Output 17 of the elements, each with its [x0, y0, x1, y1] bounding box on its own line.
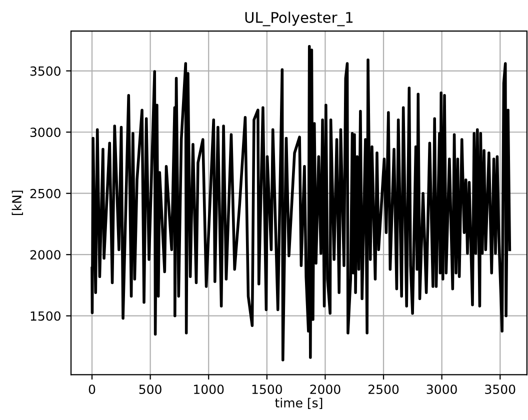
chart-title: UL_Polyester_1 [245, 12, 353, 26]
x-tick-label: 2500 [368, 384, 399, 394]
y-axis-title: [kN] [12, 190, 23, 215]
y-tick-label: 2000 [30, 250, 60, 260]
y-tick-label: 3500 [30, 66, 60, 76]
y-tick-label: 1500 [30, 311, 60, 321]
y-tick-label: 3000 [30, 128, 60, 138]
x-tick-label: 1500 [252, 384, 282, 394]
line-series [90, 45, 512, 362]
x-tick-label: 3500 [485, 384, 516, 394]
x-tick-label: 1000 [194, 384, 224, 394]
x-tick-label: 3000 [426, 384, 457, 394]
x-tick-label: 0 [88, 384, 96, 394]
y-tick-label: 2500 [30, 188, 60, 198]
x-axis-title: time [s] [275, 398, 322, 409]
x-tick-label: 500 [139, 384, 162, 394]
x-tick-label: 2000 [310, 384, 340, 394]
